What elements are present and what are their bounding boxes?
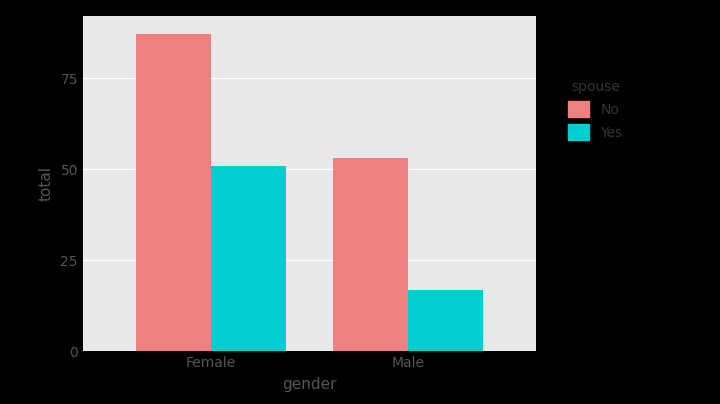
Legend: No, Yes: No, Yes bbox=[562, 74, 629, 147]
Bar bbox=[211, 166, 286, 351]
Y-axis label: total: total bbox=[38, 166, 53, 201]
X-axis label: gender: gender bbox=[282, 377, 337, 392]
Bar bbox=[333, 158, 408, 351]
Bar bbox=[408, 290, 483, 351]
Bar bbox=[136, 34, 211, 351]
